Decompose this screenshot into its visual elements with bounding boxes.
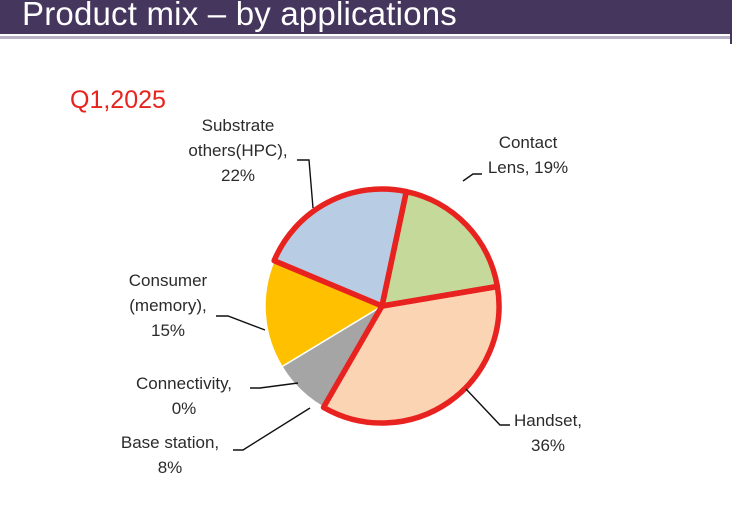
highlight-outline-handset <box>320 283 502 426</box>
data-label-connectivity: Connectivity, 0% <box>136 374 232 418</box>
leader-line-consumer-memory <box>216 315 266 331</box>
leader-line-substrate-others-hpc <box>297 159 314 209</box>
chart-title: Q1,2025 <box>70 86 166 114</box>
data-label-substrate-others-hpc: Substrate others(HPC), 22% <box>188 116 287 185</box>
leader-line-base-station <box>233 407 311 451</box>
title-bar: Product mix – by applications <box>0 0 730 34</box>
slide-title: Product mix – by applications <box>22 0 458 32</box>
title-underline <box>0 36 730 39</box>
leader-line-connectivity <box>250 382 299 389</box>
data-label-consumer-memory: Consumer (memory), 15% <box>129 271 208 340</box>
highlight-outline-contact-lens <box>379 188 501 309</box>
data-label-handset: Handset, 36% <box>514 411 582 455</box>
leader-line-contact-lens <box>462 173 482 182</box>
title-bar-end <box>730 0 740 44</box>
data-label-contact-lens: Contact Lens, 19% <box>488 133 568 177</box>
highlight-outline-substrate-others-hpc <box>271 186 410 309</box>
data-label-base-station: Base station, 8% <box>121 433 219 477</box>
leader-line-handset <box>465 388 510 426</box>
pie-slice-consumer-memory <box>264 259 384 368</box>
